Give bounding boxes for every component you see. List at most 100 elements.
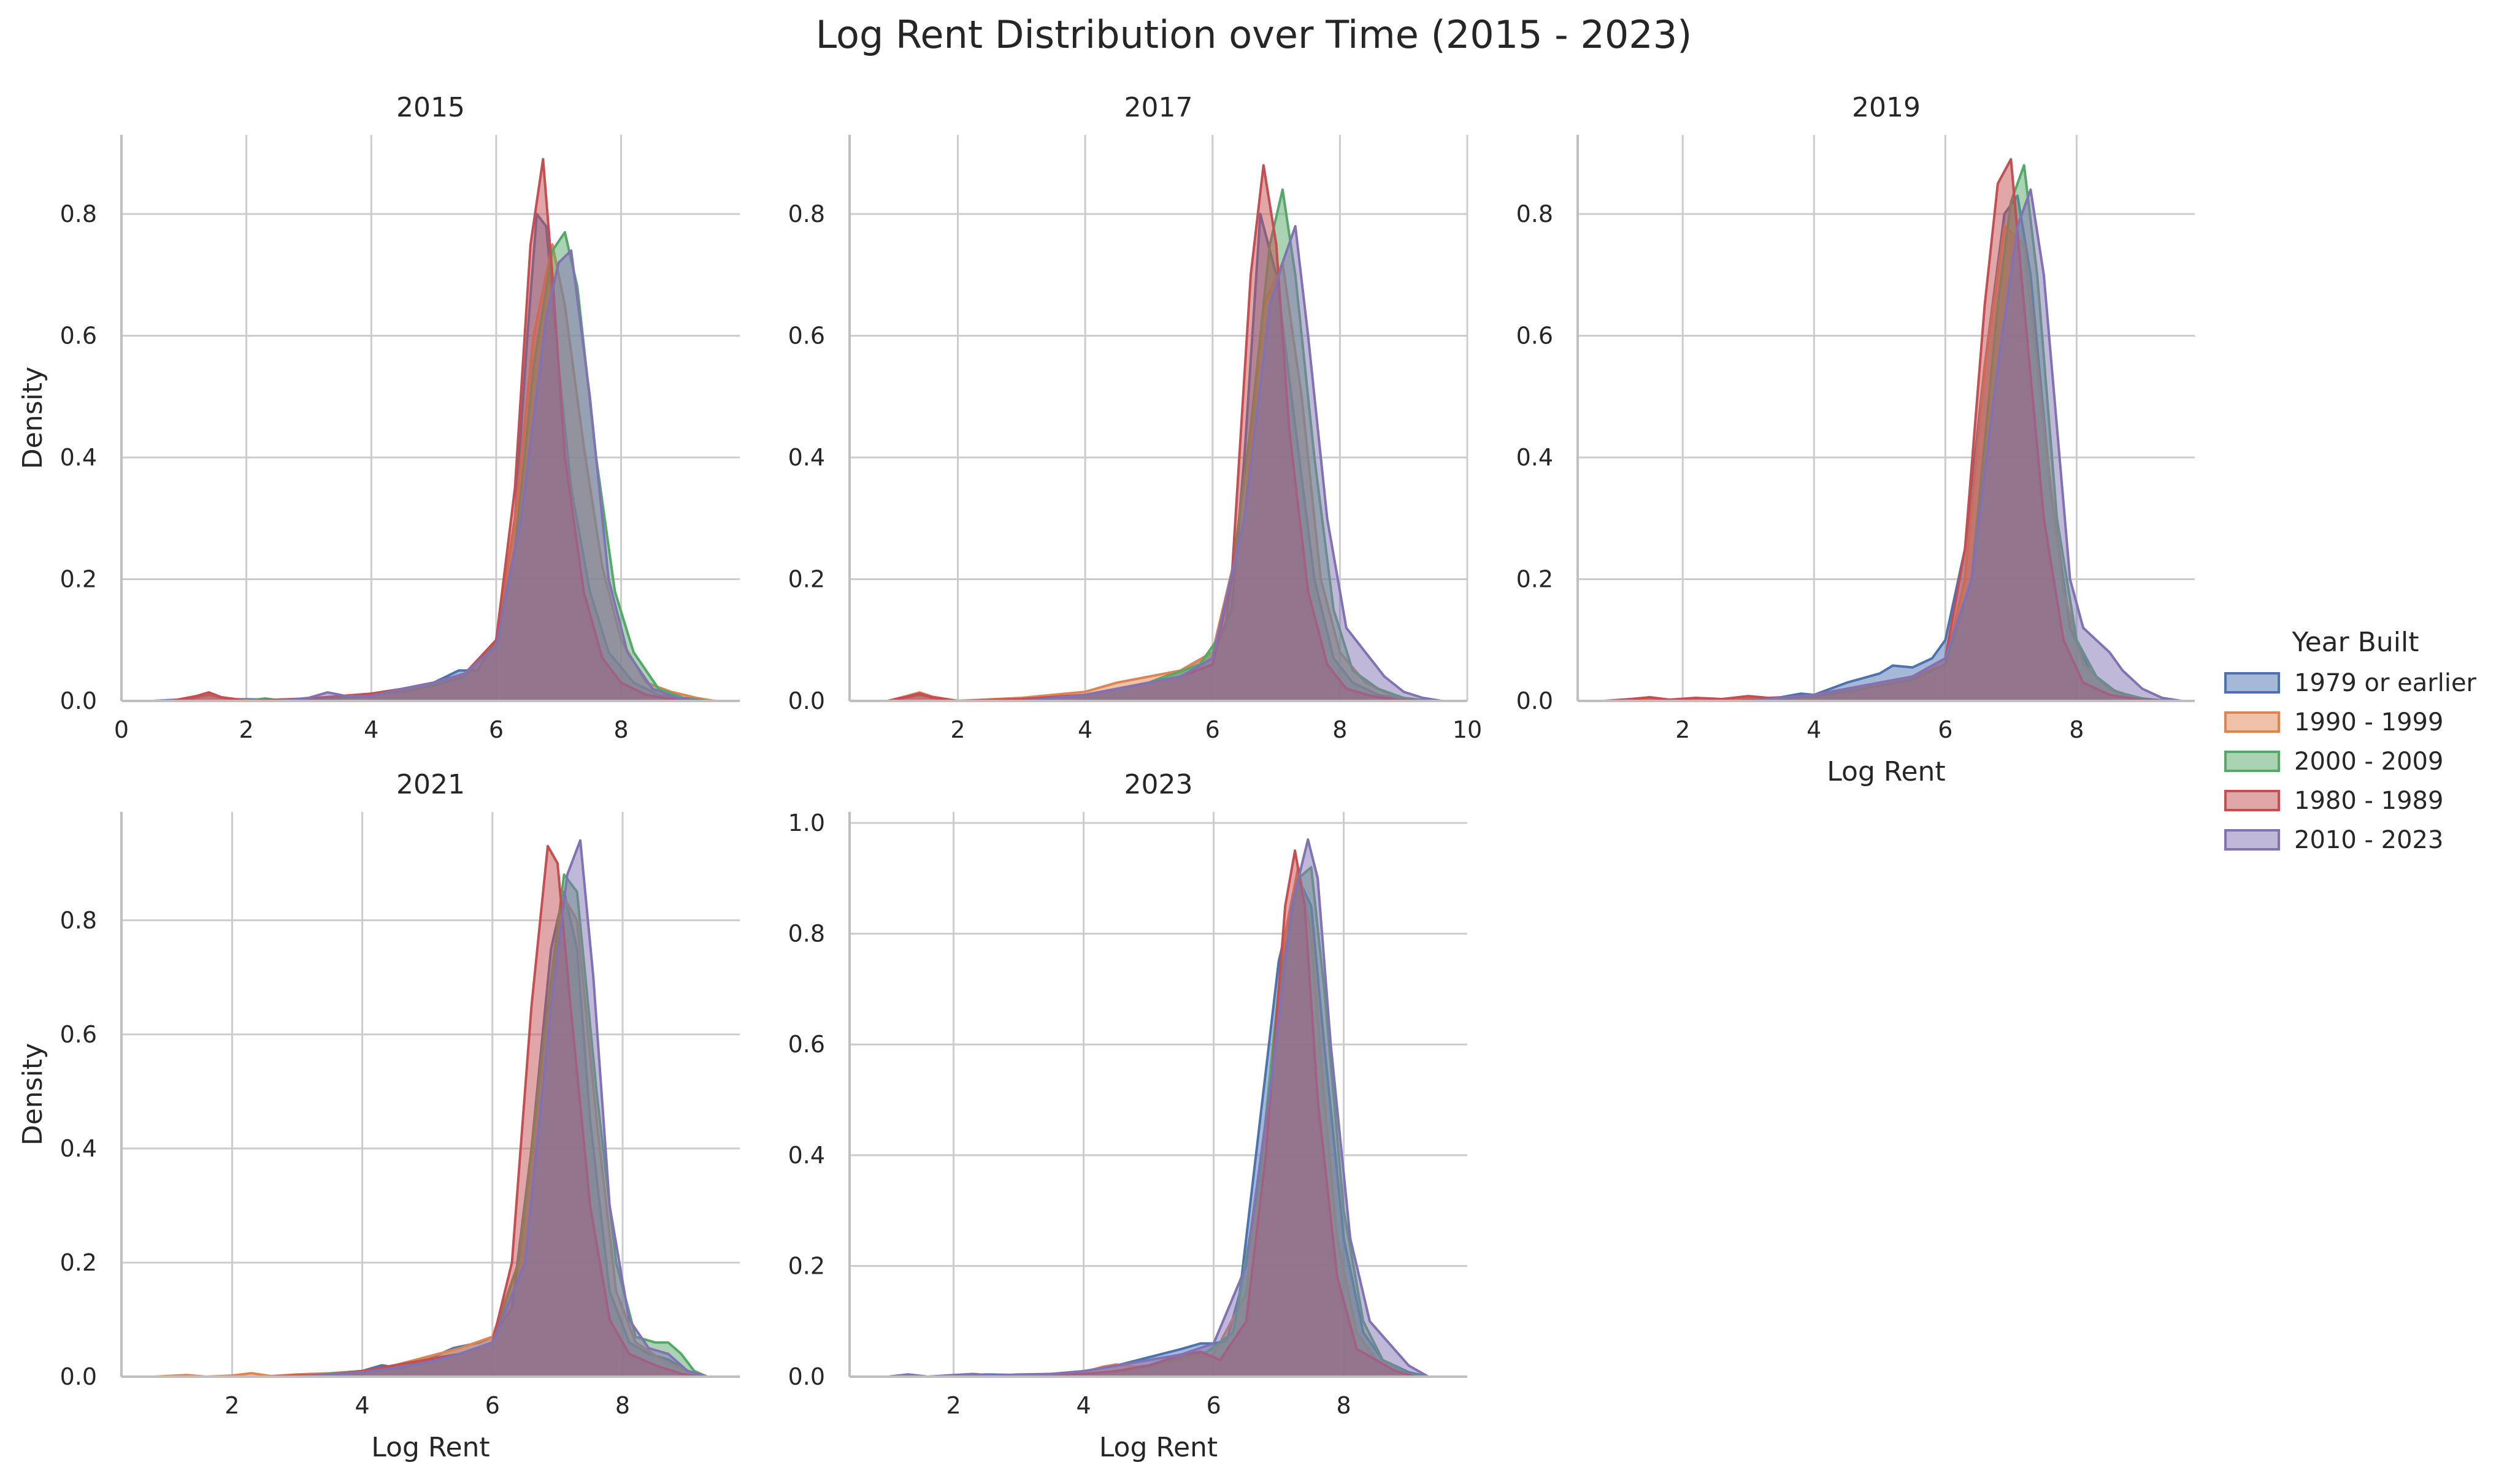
x-tick-label: 2: [1675, 716, 1690, 743]
x-tick-label: 6: [1938, 716, 1952, 743]
legend-item-1990-1999: 1990 - 1999: [2224, 708, 2443, 736]
panel-title: 2019: [1852, 92, 1921, 123]
x-tick-label: 6: [1207, 1392, 1221, 1419]
x-tick-label: 2: [950, 716, 965, 743]
legend: Year Built 1979 or earlier 1990 - 1999 2000…: [2224, 627, 2477, 854]
figure-title: Log Rent Distribution over Time (2015 - …: [816, 12, 1692, 57]
y-tick-label: 0.6: [788, 323, 825, 350]
y-tick-label: 0.6: [1516, 323, 1553, 350]
y-tick-label: 1.0: [788, 809, 825, 836]
x-tick-label: 4: [1078, 716, 1092, 743]
y-tick-label: 0.4: [60, 444, 97, 471]
density-area-2010-2023: [887, 838, 1430, 1377]
x-tick-label: 10: [1453, 716, 1482, 743]
x-tick-label: 0: [114, 716, 129, 743]
density-area-2000-2009: [182, 231, 710, 701]
legend-swatch: [2224, 829, 2280, 851]
density-area-2010-2023: [276, 249, 704, 701]
panel-2017: 2 4 6 8 10 0.0 0.2 0.4 0.6 0.8 2017: [788, 92, 1483, 743]
x-tick-label: 4: [355, 1392, 369, 1419]
density-areas: [886, 164, 1443, 701]
y-tick-label: 0.2: [1516, 566, 1553, 593]
legend-item-2010-2023: 2010 - 2023: [2224, 826, 2443, 854]
x-tick-label: 6: [485, 1392, 500, 1419]
legend-swatch: [2224, 672, 2280, 694]
legend-swatch: [2224, 790, 2280, 811]
y-tick-label: 0.2: [788, 566, 825, 593]
y-tick-label: 0.8: [788, 920, 825, 947]
density-area-2000-2009: [1017, 866, 1430, 1377]
panel-title: 2023: [1124, 769, 1193, 800]
y-tick-label: 0.6: [60, 1021, 97, 1048]
y-tick-label: 0.8: [788, 201, 825, 228]
y-tick-label: 0.2: [60, 566, 97, 593]
density-areas: [887, 838, 1430, 1377]
y-tick-label: 0.6: [788, 1031, 825, 1058]
y-tick-label: 0.2: [788, 1252, 825, 1279]
density-area-2010-2023: [1747, 188, 2183, 701]
y-tick-label: 0.4: [1516, 444, 1553, 471]
legend-swatch: [2224, 751, 2280, 772]
x-tick-label: 2: [946, 1392, 961, 1419]
y-tick-label: 0.4: [60, 1135, 97, 1162]
legend-item-1980-1989: 1980 - 1989: [2224, 787, 2443, 815]
panel-2019: 2 4 6 8 0.0 0.2 0.4 0.6 0.8 2019 Log Rent: [1516, 92, 2195, 787]
y-axis-label: Density: [17, 1043, 48, 1146]
panel-title: 2015: [396, 92, 465, 123]
density-area-2000-2009: [1616, 164, 2170, 701]
panel-title: 2017: [1124, 92, 1193, 123]
x-tick-label: 2: [239, 716, 254, 743]
density-areas: [1602, 158, 2183, 701]
x-tick-label: 8: [615, 1392, 630, 1419]
y-tick-label: 0.6: [60, 323, 97, 350]
legend-label: 2000 - 2009: [2294, 748, 2443, 776]
x-axis-label: Log Rent: [1827, 756, 1945, 787]
density-area-2010-2023: [296, 839, 708, 1377]
legend-label: 1979 or earlier: [2294, 669, 2477, 697]
panel-2023: 2 4 6 8 0.0 0.2 0.4 0.6 0.8 1.0 2023 Log Rent: [788, 769, 1467, 1463]
y-tick-label: 0.0: [60, 1363, 97, 1390]
x-tick-label: 4: [364, 716, 378, 743]
density-areas: [151, 158, 716, 701]
x-tick-label: 8: [1332, 716, 1347, 743]
y-axis-label: Density: [17, 367, 48, 469]
y-tick-label: 0.0: [788, 687, 825, 714]
density-area-1979-or-earlier: [1714, 194, 2170, 701]
y-tick-label: 0.0: [60, 687, 97, 714]
x-tick-label: 8: [1337, 1392, 1351, 1419]
legend-item-1979-or-earlier: 1979 or earlier: [2224, 669, 2477, 697]
density-areas: [153, 839, 708, 1377]
legend-item-2000-2009: 2000 - 2009: [2224, 748, 2443, 776]
panel-2021: 2 4 6 8 0.0 0.2 0.4 0.6 0.8 2021 Log Rent Density: [17, 769, 740, 1463]
panel-title: 2021: [396, 769, 465, 800]
y-tick-label: 0.4: [788, 1142, 825, 1169]
panel-2015: 0 2 4 6 8 0.0 0.2 0.4 0.6 0.8 2015 Density: [17, 92, 740, 743]
x-tick-label: 6: [489, 716, 504, 743]
legend-label: 1980 - 1989: [2294, 787, 2443, 815]
x-tick-label: 4: [1077, 1392, 1091, 1419]
y-tick-label: 0.8: [60, 907, 97, 934]
x-tick-label: 8: [2069, 716, 2084, 743]
legend-label: 1990 - 1999: [2294, 708, 2443, 736]
x-tick-label: 8: [613, 716, 628, 743]
x-tick-label: 4: [1806, 716, 1821, 743]
x-tick-label: 6: [1205, 716, 1220, 743]
legend-swatch: [2224, 711, 2280, 733]
y-tick-label: 0.0: [788, 1363, 825, 1390]
density-area-1990-1999: [170, 243, 716, 701]
x-axis-label: Log Rent: [371, 1432, 489, 1463]
density-area-2000-2009: [893, 188, 1430, 701]
density-area-2010-2023: [1020, 224, 1443, 701]
density-area-1980-1989: [263, 844, 702, 1377]
y-tick-label: 0.8: [1516, 201, 1553, 228]
legend-title: Year Built: [2292, 627, 2419, 658]
x-tick-label: 2: [225, 1392, 239, 1419]
y-tick-label: 0.8: [60, 201, 97, 228]
legend-label: 2010 - 2023: [2294, 826, 2443, 854]
y-tick-label: 0.0: [1516, 687, 1553, 714]
x-axis-label: Log Rent: [1099, 1432, 1218, 1463]
y-tick-label: 0.2: [60, 1249, 97, 1276]
y-tick-label: 0.4: [788, 444, 825, 471]
facet-panels: 0 2 4 6 8 0.0 0.2 0.4 0.6 0.8 2015 Density 2 4 6 8 10 0.0…: [17, 92, 2195, 1463]
